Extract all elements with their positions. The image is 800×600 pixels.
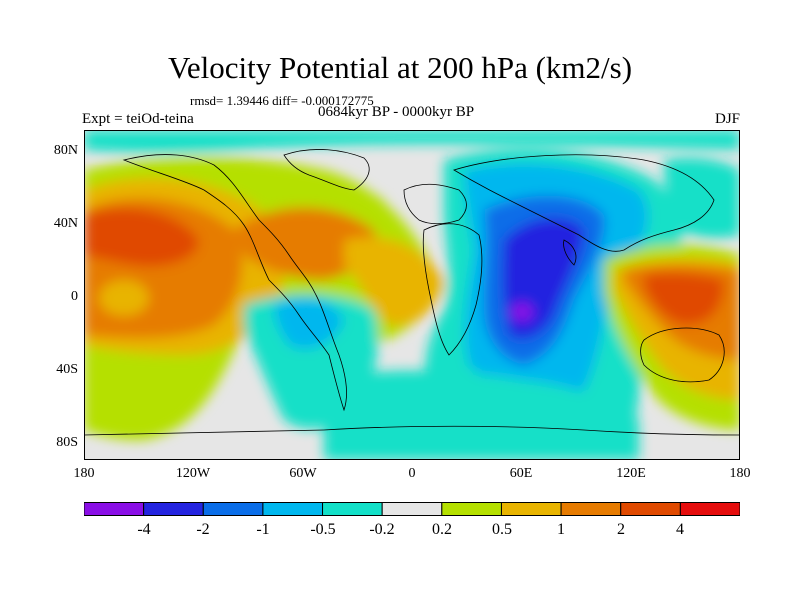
- contour-fill: [84, 130, 740, 460]
- colorbar-box: [441, 502, 502, 516]
- map-frame: [84, 130, 740, 460]
- y-tick-label: 0: [71, 289, 78, 304]
- y-tick-label: 80S: [56, 435, 78, 450]
- x-tick-label: 120E: [616, 466, 646, 481]
- colorbar-label: -1: [256, 521, 270, 538]
- colorbar: [84, 502, 740, 516]
- x-tick-label: 60W: [289, 466, 317, 481]
- colorbar-box: [202, 502, 264, 516]
- colorbar-label: -4: [137, 521, 151, 538]
- x-tick-label: 180: [729, 466, 751, 481]
- colorbar-box: [262, 502, 324, 516]
- y-tick-label: 80N: [53, 143, 78, 158]
- y-tick-label: 40S: [56, 362, 78, 377]
- colorbar-box: [381, 502, 443, 516]
- x-tick-label: 180: [73, 466, 95, 481]
- colorbar-box: [84, 502, 145, 516]
- coastlines: [84, 149, 740, 436]
- colorbar-label: -0.5: [310, 521, 336, 538]
- colorbar-label: 0.2: [432, 521, 452, 538]
- x-tick-label: 120W: [175, 466, 211, 481]
- x-tick-label: 0: [408, 466, 416, 481]
- colorbar-box: [679, 502, 740, 516]
- colorbar-label: 0.5: [492, 521, 512, 538]
- period-label: 0684kyr BP - 0000kyr BP: [318, 104, 475, 120]
- velocity-potential-map: [84, 130, 740, 460]
- stats-label: rmsd= 1.39446 diff= -0.000172775: [190, 93, 374, 108]
- experiment-label: Expt = teiOd-teina: [82, 111, 194, 127]
- colorbar-box: [560, 502, 622, 516]
- season-label: DJF: [714, 111, 740, 127]
- colorbar-label: -0.2: [369, 521, 395, 538]
- colorbar-box: [500, 502, 562, 516]
- colorbar-label: 1: [557, 521, 565, 538]
- colorbar-box: [322, 502, 383, 516]
- colorbar-label: 2: [617, 521, 625, 538]
- colorbar-label: 4: [676, 521, 684, 538]
- plot-title: Velocity Potential at 200 hPa (km2/s): [167, 50, 633, 85]
- colorbar-label: -2: [196, 521, 210, 538]
- y-tick-label: 40N: [53, 216, 78, 231]
- colorbar-box: [620, 502, 681, 516]
- colorbar-box: [143, 502, 204, 516]
- x-tick-label: 60E: [509, 466, 533, 481]
